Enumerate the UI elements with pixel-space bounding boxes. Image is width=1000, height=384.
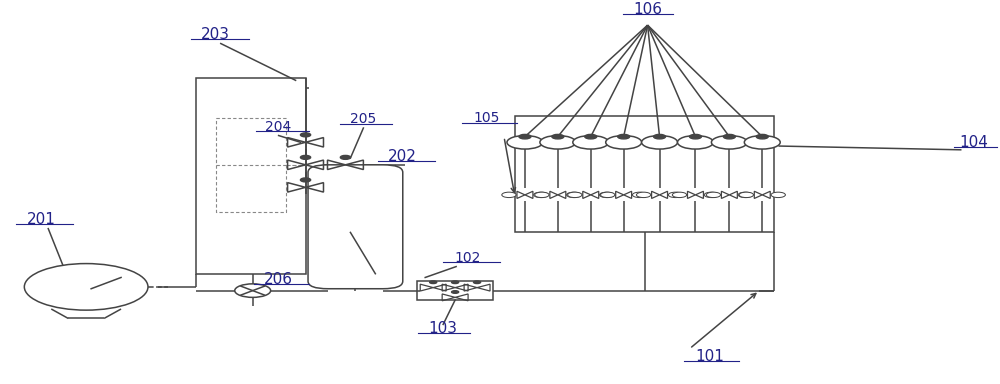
Circle shape [642,136,678,149]
Circle shape [540,136,576,149]
Circle shape [739,192,753,197]
Text: 106: 106 [633,2,662,17]
Circle shape [340,156,350,159]
Circle shape [519,134,531,139]
Circle shape [502,192,516,197]
Circle shape [689,134,701,139]
Circle shape [678,136,713,149]
Text: 102: 102 [455,251,481,265]
Circle shape [704,192,719,197]
Text: 204: 204 [265,119,292,134]
Text: 202: 202 [388,149,417,164]
Circle shape [568,192,582,197]
Circle shape [430,281,437,284]
Text: 203: 203 [201,26,230,41]
Circle shape [573,136,609,149]
Text: 101: 101 [695,349,724,364]
Circle shape [654,134,666,139]
Circle shape [606,136,642,149]
Circle shape [552,134,564,139]
Circle shape [235,284,271,297]
Text: 104: 104 [959,135,988,150]
Circle shape [585,134,597,139]
Text: 201: 201 [27,212,56,227]
Circle shape [567,192,581,197]
Circle shape [744,136,780,149]
Circle shape [301,156,311,159]
Circle shape [738,192,752,197]
Text: 205: 205 [350,112,377,126]
Circle shape [451,291,459,293]
Bar [196,78,306,274]
Circle shape [668,192,683,197]
Circle shape [301,178,311,182]
Circle shape [672,192,687,197]
Circle shape [301,133,311,137]
FancyBboxPatch shape [308,165,403,289]
Circle shape [601,192,615,197]
Circle shape [534,192,548,197]
Circle shape [507,136,543,149]
Circle shape [600,192,614,197]
Text: 206: 206 [264,272,293,287]
Bar [417,281,493,300]
Circle shape [711,136,747,149]
Circle shape [535,192,549,197]
Bar [515,116,774,232]
Circle shape [24,263,148,310]
Circle shape [473,281,481,284]
Circle shape [706,192,721,197]
Text: 105: 105 [474,111,500,125]
Circle shape [771,192,785,197]
Text: 103: 103 [429,321,458,336]
Circle shape [632,192,647,197]
Circle shape [756,134,768,139]
Circle shape [723,134,735,139]
Circle shape [618,134,630,139]
Circle shape [636,192,651,197]
Circle shape [451,281,459,284]
